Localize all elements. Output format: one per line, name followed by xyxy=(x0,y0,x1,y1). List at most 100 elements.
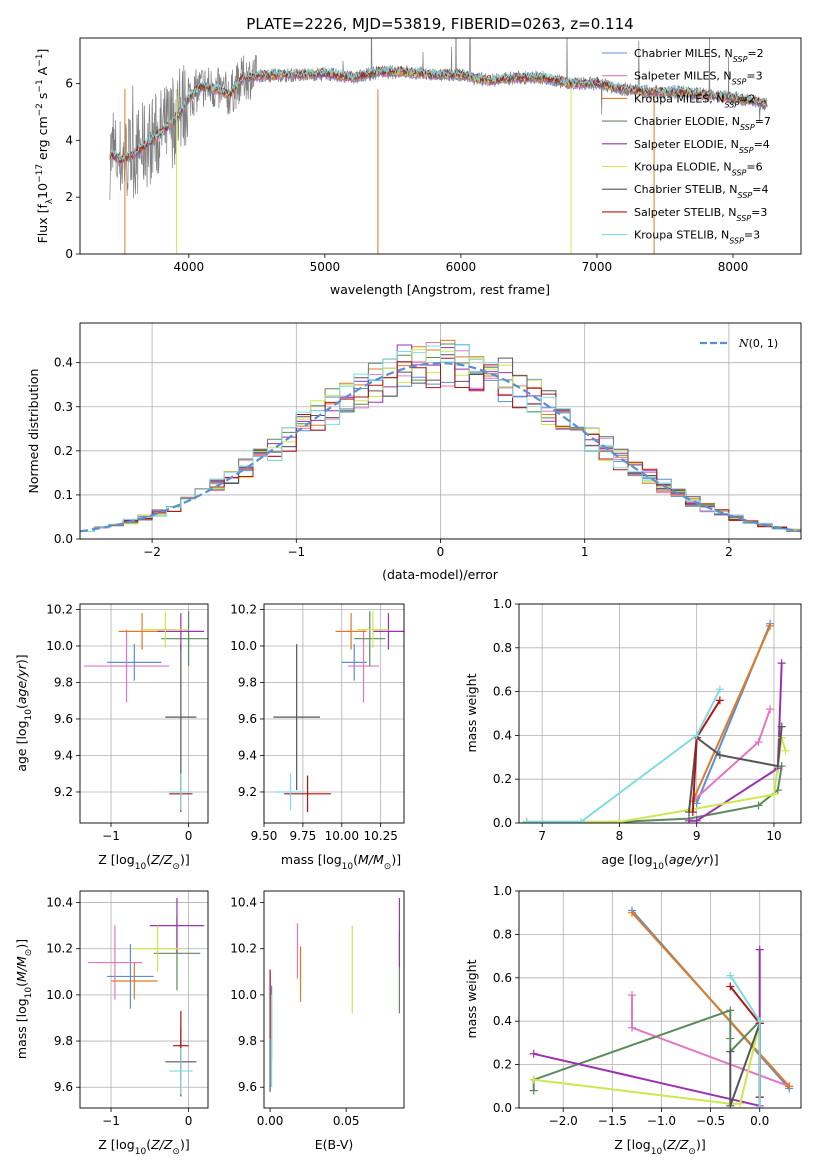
y-tick-label: 0.2 xyxy=(493,1058,512,1072)
axes-frame xyxy=(79,322,802,540)
x-tick-label: −1 xyxy=(102,1114,120,1128)
marker-plus xyxy=(766,705,775,714)
x-tick-label: 8 xyxy=(616,829,624,843)
y-tick-label: 9.2 xyxy=(54,785,73,799)
y-tick-label: 6 xyxy=(65,76,73,90)
y-tick-label: 10.2 xyxy=(46,942,73,956)
marker-plus xyxy=(627,908,636,917)
plot-area xyxy=(87,897,205,1097)
marker-plus xyxy=(755,1104,764,1108)
y-tick-label: 2 xyxy=(65,190,73,204)
marker-plus xyxy=(777,722,786,731)
y-tick-label: 0.3 xyxy=(54,400,73,414)
x-tick-label: 0.0 xyxy=(750,1114,769,1128)
x-tick-label: 9 xyxy=(693,829,701,843)
axes-frame xyxy=(518,603,802,824)
y-axis-label: Flux [fλ10−17 erg cm−2 s−1 A−1] xyxy=(35,49,55,244)
plot-area xyxy=(522,619,790,823)
axes-frame xyxy=(79,603,209,824)
y-tick-label: 10.4 xyxy=(46,896,73,910)
legend-entry: Salpeter STELIB, NSSP=3 xyxy=(634,206,767,223)
marker-plus xyxy=(736,1099,745,1108)
y-tick-label: 0.0 xyxy=(493,816,512,830)
y-tick-label: 0.0 xyxy=(54,532,73,546)
y-tick-label: 9.4 xyxy=(238,748,257,762)
y-tick-label: 9.8 xyxy=(54,1034,73,1048)
y-tick-label: 10.2 xyxy=(230,602,257,616)
y-tick-label: 0.1 xyxy=(54,488,73,502)
y-tick-label: 1.0 xyxy=(493,597,512,611)
y-tick-label: 10.0 xyxy=(46,639,73,653)
y-tick-label: 10.0 xyxy=(230,988,257,1002)
marker-plus xyxy=(781,746,790,755)
marker-plus xyxy=(755,1017,764,1026)
plot-area xyxy=(269,897,401,1092)
legend-entry: Chabrier STELIB, NSSP=4 xyxy=(634,183,768,200)
y-axis-label: mass [log10(M/M⊙)] xyxy=(14,939,34,1059)
y-tick-label: 9.2 xyxy=(238,785,257,799)
x-tick-label: 7000 xyxy=(582,260,613,274)
legend-entry: Salpeter ELODIE, NSSP=4 xyxy=(634,138,770,155)
y-tick-label: 0.8 xyxy=(493,927,512,941)
marker-plus xyxy=(684,816,693,823)
y-tick-label: 10.0 xyxy=(230,639,257,653)
x-tick-label: 5000 xyxy=(310,260,341,274)
gaussian-curve xyxy=(80,361,801,533)
plot-area xyxy=(273,611,404,813)
marker-plus xyxy=(529,1075,538,1084)
legend-entry: Kroupa MILES, NSSP=2 xyxy=(634,92,755,109)
y-tick-label: 0.4 xyxy=(493,1014,512,1028)
x-tick-label: 9.50 xyxy=(251,829,278,843)
series-line-kroupa-elodie xyxy=(526,737,787,823)
y-tick-label: 1.0 xyxy=(493,884,512,898)
marker-plus xyxy=(754,737,763,746)
y-tick-label: 9.6 xyxy=(238,712,257,726)
y-tick-label: 9.8 xyxy=(54,675,73,689)
panel-age-vs-mass: 9.50 9.75 10.00 10.25 9.2 9.4 9.6 9.8 10.0 10.2 ma… xyxy=(230,602,405,872)
y-tick-label: 0.2 xyxy=(54,444,73,458)
x-tick-label: 8000 xyxy=(718,260,749,274)
marker-plus xyxy=(529,1086,538,1095)
y-axis-label: mass weight xyxy=(464,959,479,1038)
plot-area xyxy=(109,38,768,254)
y-tick-label: 10.2 xyxy=(46,602,73,616)
marker-plus xyxy=(777,659,786,668)
marker-plus xyxy=(627,991,636,1000)
marker-plus xyxy=(726,971,735,980)
marker-plus xyxy=(529,1049,538,1058)
x-tick-label: −1.5 xyxy=(598,1114,627,1128)
marker-plus xyxy=(627,1023,636,1032)
marker-plus xyxy=(785,1082,794,1091)
panel-mass-vs-ebv: 0.00 0.05 9.6 9.8 10.0 10.2 10.4 E(B-V) xyxy=(230,890,405,1152)
y-tick-label: 0.4 xyxy=(54,356,73,370)
marker-plus xyxy=(754,801,763,810)
y-tick-label: 9.6 xyxy=(54,1080,73,1094)
panel-mass-vs-Z: −1 0 9.6 9.8 10.0 10.2 10.4 Z [log10(Z/Z⊙)] mass… xyxy=(14,890,209,1157)
x-tick-label: 6000 xyxy=(446,260,477,274)
y-tick-label: 0.6 xyxy=(493,685,512,699)
axes-frame xyxy=(79,890,209,1109)
panel-spectrum: 4000 5000 6000 7000 8000 0 2 4 6 wavelength [Angs… xyxy=(35,37,802,297)
x-tick-label: 10.00 xyxy=(325,829,359,843)
legend-entry: Kroupa STELIB, NSSP=3 xyxy=(634,229,760,246)
series-line-kroupa-miles xyxy=(691,625,772,802)
legend-entry: Kroupa ELODIE, NSSP=6 xyxy=(634,161,763,178)
marker-plus xyxy=(688,808,697,817)
x-axis-label: Z [log10(Z/Z⊙)] xyxy=(98,852,189,872)
legend-entry: Chabrier ELODIE, NSSP=7 xyxy=(634,115,771,132)
axes-frame xyxy=(263,890,405,1109)
marker-plus xyxy=(726,1101,735,1108)
y-tick-label: 10.4 xyxy=(230,896,257,910)
x-tick-label: −1 xyxy=(102,829,120,843)
y-tick-label: 9.6 xyxy=(238,1080,257,1094)
x-tick-label: 0.05 xyxy=(333,1114,360,1128)
x-tick-label: 9.75 xyxy=(290,829,317,843)
marker-plus xyxy=(576,817,585,823)
x-axis-label: age [log10(age/yr)] xyxy=(601,852,718,872)
panel-massweight-vs-age: 7 8 9 10 0.0 0.2 0.4 0.6 0.8 1.0 age [log10(age/yr… xyxy=(464,597,802,872)
marker-plus xyxy=(715,685,724,694)
y-tick-label: 0.6 xyxy=(493,971,512,985)
legend-entry: Chabrier MILES, NSSP=2 xyxy=(634,47,764,64)
y-tick-label: 9.8 xyxy=(238,1034,257,1048)
